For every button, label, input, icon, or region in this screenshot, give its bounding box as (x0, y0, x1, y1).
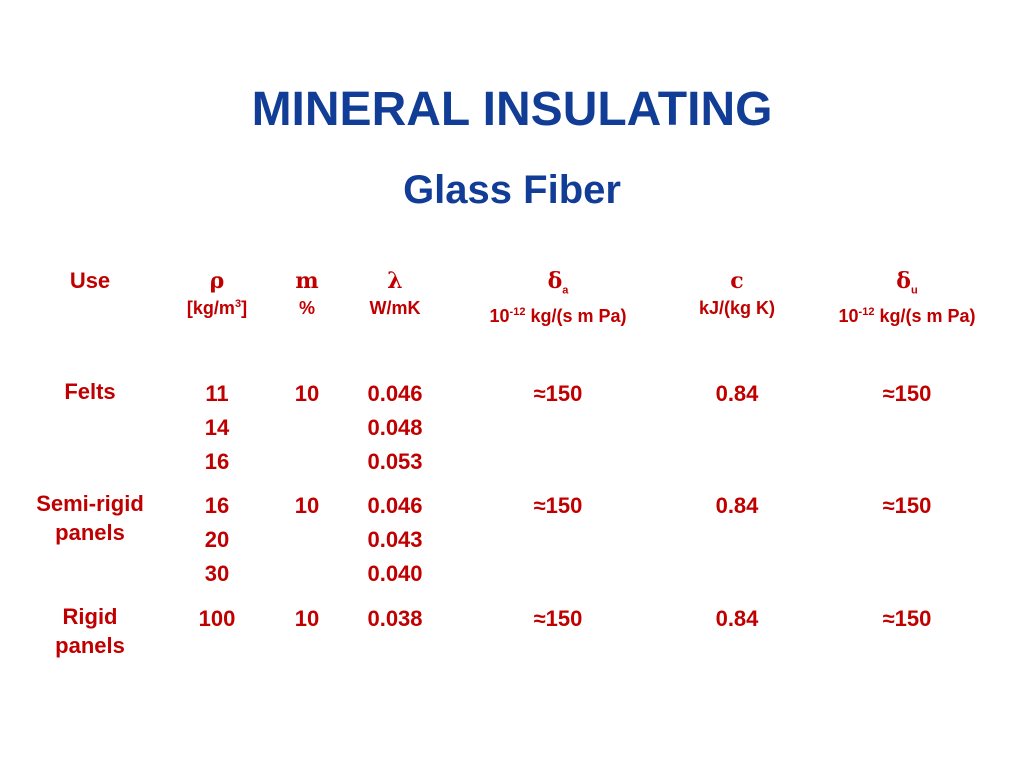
cell-value: 16 (204, 493, 230, 518)
use-label: panels (55, 520, 125, 545)
cell-values: ≈150 (797, 377, 1017, 411)
header-unit: 10-12 kg/(s m Pa) (797, 306, 1017, 327)
symbol-subscript: u (910, 284, 918, 297)
cell-values: 10 (197, 377, 417, 411)
cell-value: 10 (294, 381, 320, 406)
cell-value: 30 (204, 561, 230, 586)
symbol: c (730, 268, 744, 294)
cell-value: ≈150 (882, 606, 932, 631)
cell-values: 0.046 0.048 0.053 (285, 377, 505, 479)
cell-values: 0.038 (285, 602, 505, 636)
cell-values: ≈150 (797, 602, 1017, 636)
cell-values: 0.84 (627, 377, 847, 411)
header-unit: kJ/(kg K) (627, 298, 847, 319)
cell-value: 0.048 (367, 415, 423, 440)
use-label: Rigid (62, 604, 118, 629)
row-label: Felts (0, 377, 200, 406)
symbol: Use (69, 268, 111, 293)
cell-values: 11 14 16 (107, 377, 327, 479)
symbol-subscript: a (562, 284, 569, 297)
header-symbol: δa (448, 268, 668, 296)
symbol: ρ (209, 268, 225, 294)
header-symbol: δu (797, 268, 1017, 296)
cell-values: 100 (107, 602, 327, 636)
cell-value: 100 (198, 606, 236, 631)
cell-values: 0.046 0.043 0.040 (285, 489, 505, 591)
cell-value: 14 (204, 415, 230, 440)
cell-value: 0.053 (367, 449, 423, 474)
cell-value: 10 (294, 493, 320, 518)
subtitle: Glass Fiber (403, 168, 621, 212)
unit-text: 10 (489, 306, 510, 326)
cell-value: ≈150 (533, 606, 583, 631)
header-symbol: c (627, 268, 847, 294)
cell-values: ≈150 (448, 377, 668, 411)
title: MINERAL INSULATING (251, 83, 773, 136)
unit-text: 10 (838, 306, 859, 326)
symbol: δ (896, 268, 911, 294)
unit-text: W/mK (369, 298, 421, 318)
unit-superscript: 3 (234, 298, 242, 310)
header-unit: 10-12 kg/(s m Pa) (448, 306, 668, 327)
cell-value: ≈150 (533, 381, 583, 406)
cell-value: ≈150 (882, 493, 932, 518)
cell-value: 0.038 (367, 606, 423, 631)
cell-value: ≈150 (533, 493, 583, 518)
cell-value: 0.84 (715, 606, 759, 631)
symbol: m (295, 268, 319, 294)
cell-value: 10 (294, 606, 320, 631)
cell-value: 0.84 (715, 493, 759, 518)
cell-value: 0.046 (367, 493, 423, 518)
header-symbol: ρ (107, 268, 327, 294)
unit-text: kJ/(kg K) (698, 298, 776, 318)
unit-text: ] (241, 298, 248, 318)
header-symbol: Use (0, 268, 200, 294)
header-symbol: λ (285, 268, 505, 294)
cell-value: 11 (205, 381, 229, 406)
unit-text: kg/(s m Pa) (530, 306, 627, 326)
cell-value: 0.043 (367, 527, 423, 552)
cell-values: 10 (197, 489, 417, 523)
cell-values: 16 20 30 (107, 489, 327, 591)
cell-value: 0.040 (367, 561, 423, 586)
symbol: δ (547, 268, 563, 294)
cell-values: ≈150 (448, 489, 668, 523)
cell-values: 10 (197, 602, 417, 636)
cell-values: ≈150 (448, 602, 668, 636)
symbol: λ (387, 268, 403, 294)
unit-superscript: -12 (509, 306, 526, 318)
cell-value: 0.84 (715, 381, 759, 406)
header-unit: [kg/m3] (107, 298, 327, 319)
row-label: Semi-rigid panels (0, 489, 200, 547)
unit-text: kg/(s m Pa) (879, 306, 976, 326)
cell-values: ≈150 (797, 489, 1017, 523)
use-label: Felts (64, 379, 116, 404)
cell-values: 0.84 (627, 602, 847, 636)
header-unit: % (197, 298, 417, 319)
use-label: panels (55, 633, 125, 658)
unit-text: [kg/m (186, 298, 235, 318)
cell-value: ≈150 (882, 381, 932, 406)
header-unit: W/mK (285, 298, 505, 319)
cell-values: 0.84 (627, 489, 847, 523)
use-label: Semi-rigid (36, 491, 144, 516)
cell-value: 16 (204, 449, 230, 474)
row-label: Rigid panels (0, 602, 200, 660)
unit-text: % (298, 298, 315, 318)
unit-superscript: -12 (858, 306, 875, 318)
cell-value: 0.046 (367, 381, 423, 406)
header-symbol: m (197, 268, 417, 294)
cell-value: 20 (204, 527, 230, 552)
